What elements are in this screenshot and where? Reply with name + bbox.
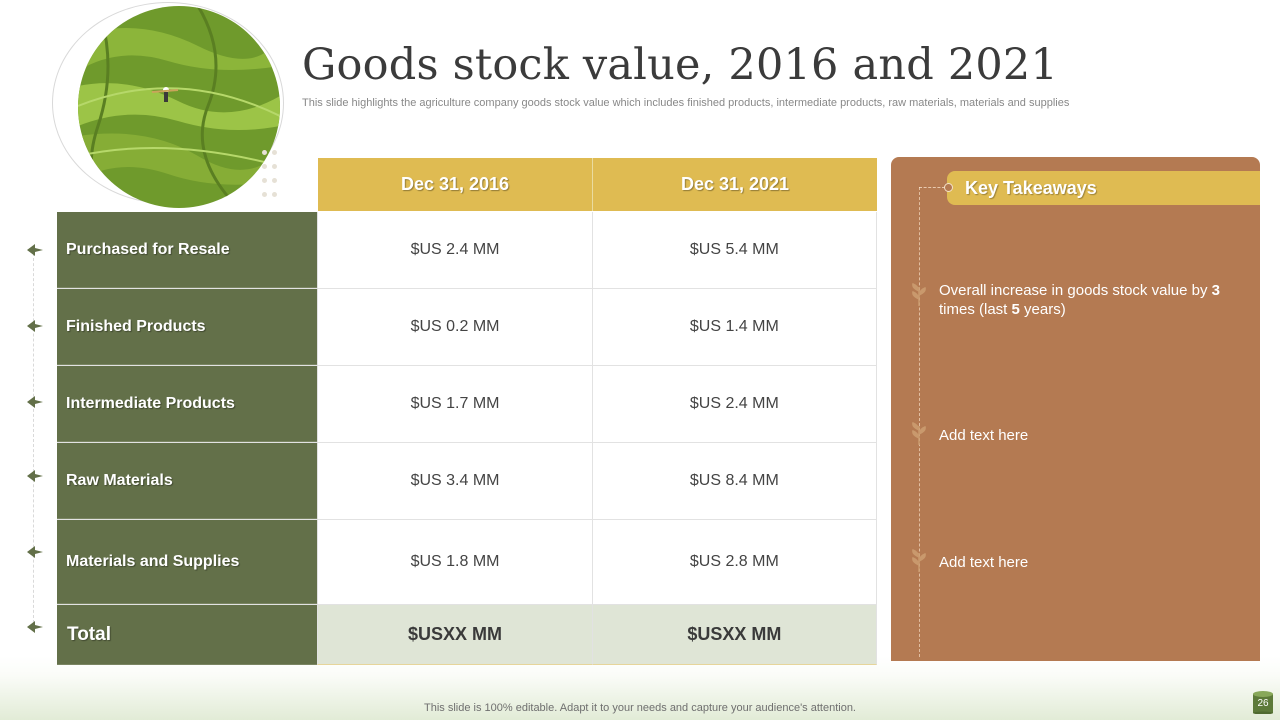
total-2021: $USXX MM [591,605,877,665]
table-row: Materials and Supplies $US 1.8 MM $US 2.… [57,520,877,605]
grass-background [0,656,1280,720]
leaf-arrow-icon [27,546,43,558]
value-2016: $US 1.7 MM [317,366,592,442]
column-header-2021: Dec 31, 2021 [680,174,790,194]
total-2016: $USXX MM [317,605,592,665]
page-subtitle: This slide highlights the agriculture co… [302,97,1070,109]
row-label: Purchased for Resale [57,212,318,288]
table-row: Finished Products $US 0.2 MM $US 1.4 MM [57,289,877,366]
cylinder-icon [1253,691,1273,715]
leaf-arrow-icon [27,396,43,408]
leaf-icon [912,549,926,572]
leaf-arrow-icon [27,470,43,482]
table-row: Purchased for Resale $US 2.4 MM $US 5.4 … [57,212,877,289]
key-takeaways-panel: Key Takeaways Overall increase in goods … [891,157,1260,661]
row-markers [24,212,54,662]
value-2016: $US 3.4 MM [317,443,592,519]
rice-terrace-photo [78,6,280,208]
value-2021: $US 2.4 MM [591,366,877,442]
stock-table: Purchased for Resale $US 2.4 MM $US 5.4 … [57,212,877,665]
table-row: Intermediate Products $US 1.7 MM $US 2.4… [57,366,877,443]
value-2021: $US 1.4 MM [591,289,877,365]
page-number-badge: 26 [1252,690,1274,715]
value-2016: $US 2.4 MM [317,212,592,288]
page-title: Goods stock value, 2016 and 2021 [302,40,1059,90]
value-2016: $US 0.2 MM [317,289,592,365]
row-label: Raw Materials [57,443,318,519]
table-row: Raw Materials $US 3.4 MM $US 8.4 MM [57,443,877,520]
decorative-dots [262,150,278,250]
footer-note: This slide is 100% editable. Adapt it to… [424,702,856,714]
total-label: Total [57,605,318,665]
leaf-arrow-icon [27,621,43,633]
value-2021: $US 2.8 MM [591,520,877,604]
takeaway-point-1: Overall increase in goods stock value by… [939,282,1220,318]
table-header: Dec 31, 2016 Dec 31, 2021 [318,158,877,211]
row-label: Materials and Supplies [57,520,318,604]
takeaway-point-3: Add text here [939,554,1029,571]
panel-connector-branch [919,187,945,188]
marker-line [33,248,34,628]
key-takeaways-title: Key Takeaways [947,171,1260,205]
value-2021: $US 8.4 MM [591,443,877,519]
value-2021: $US 5.4 MM [591,212,877,288]
takeaway-point-2: Add text here [939,427,1029,444]
leaf-arrow-icon [27,244,43,256]
leaf-icon [912,283,926,306]
value-2016: $US 1.8 MM [317,520,592,604]
page-number: 26 [1257,698,1269,709]
leaf-arrow-icon [27,320,43,332]
row-label: Finished Products [57,289,318,365]
row-label: Intermediate Products [57,366,318,442]
panel-connector-line [919,187,920,657]
total-row: Total $USXX MM $USXX MM [57,605,877,665]
column-header-2016: Dec 31, 2016 [318,158,593,211]
connector-dot [944,183,953,192]
leaf-icon [912,422,926,445]
